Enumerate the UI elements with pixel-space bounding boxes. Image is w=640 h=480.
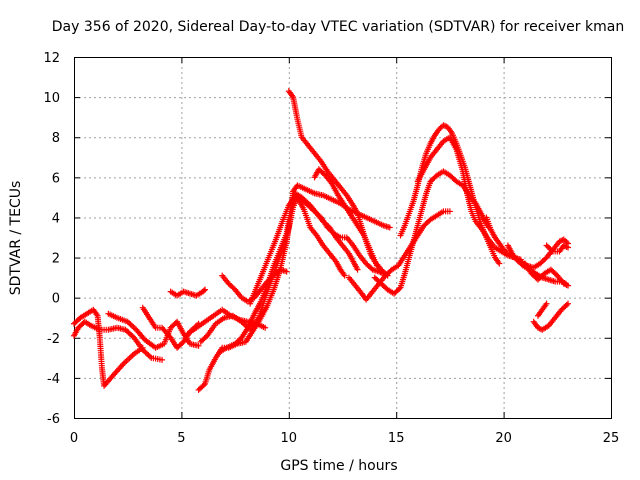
data-point-marker: [195, 342, 202, 349]
x-axis-title: GPS time / hours: [280, 458, 397, 474]
plot-frame: [74, 57, 612, 419]
y-tick-label: -4: [47, 372, 60, 387]
y-tick-label: -6: [47, 412, 60, 427]
data-point-marker: [386, 224, 393, 231]
series-arc-12: [285, 88, 391, 279]
data-point-marker: [565, 300, 572, 307]
data-point-marker: [565, 282, 572, 289]
series-arc-17: [414, 134, 524, 263]
series-arc-21: [534, 300, 550, 319]
data-point-marker: [496, 260, 503, 267]
series-arc-20: [522, 260, 572, 289]
grid: [74, 57, 611, 418]
series-arc-14: [345, 208, 453, 303]
y-tick-label: 4: [52, 211, 60, 226]
y-tick-label: 6: [52, 171, 60, 186]
series-arc-15: [371, 168, 492, 297]
x-tick-label: 10: [281, 431, 298, 446]
data-point-marker: [563, 301, 570, 308]
series-arc-2: [71, 318, 166, 363]
y-tick-label: 8: [52, 131, 60, 146]
data-point-marker: [200, 382, 207, 389]
y-tick-label: 12: [43, 51, 60, 66]
x-tick-label: 20: [495, 431, 512, 446]
x-tick-label: 0: [70, 431, 78, 446]
x-tick-label: 15: [388, 431, 405, 446]
y-tick-label: 0: [52, 292, 60, 307]
data-point-marker: [341, 272, 348, 279]
series-arc-3: [105, 310, 202, 351]
data-point-marker: [565, 244, 572, 251]
y-axis-title: SDTVAR / TECUs: [8, 181, 24, 296]
x-tick-label: 25: [603, 431, 620, 446]
data-point-marker: [159, 356, 166, 363]
y-tick-label: -2: [47, 332, 60, 347]
series-arc-1: [71, 306, 146, 389]
series-arc-22: [530, 300, 572, 333]
x-tick-label: 5: [177, 431, 185, 446]
data-point-marker: [396, 285, 403, 292]
data-point-marker: [543, 300, 550, 307]
chart-title: Day 356 of 2020, Sidereal Day-to-day VTE…: [52, 19, 624, 35]
data-points: [71, 88, 572, 393]
y-tick-label: 10: [43, 91, 60, 106]
data-point-marker: [373, 262, 380, 269]
data-point-marker: [202, 286, 209, 293]
data-point-marker: [446, 208, 453, 215]
axis-ticks: 0 5 10 15 20 25 -6 -4 -2 0 2 4 6 8 10 12: [43, 51, 619, 446]
series-arc-11: [247, 192, 387, 307]
series-arc-23: [543, 242, 572, 255]
y-tick-label: 2: [52, 252, 60, 267]
data-point-marker: [262, 324, 269, 331]
series-arc-13: [311, 166, 380, 269]
data-point-marker: [200, 287, 207, 294]
data-point-marker: [283, 268, 290, 275]
series-arc-5: [167, 286, 209, 299]
data-point-marker: [548, 247, 555, 254]
data-point-marker: [354, 266, 361, 273]
